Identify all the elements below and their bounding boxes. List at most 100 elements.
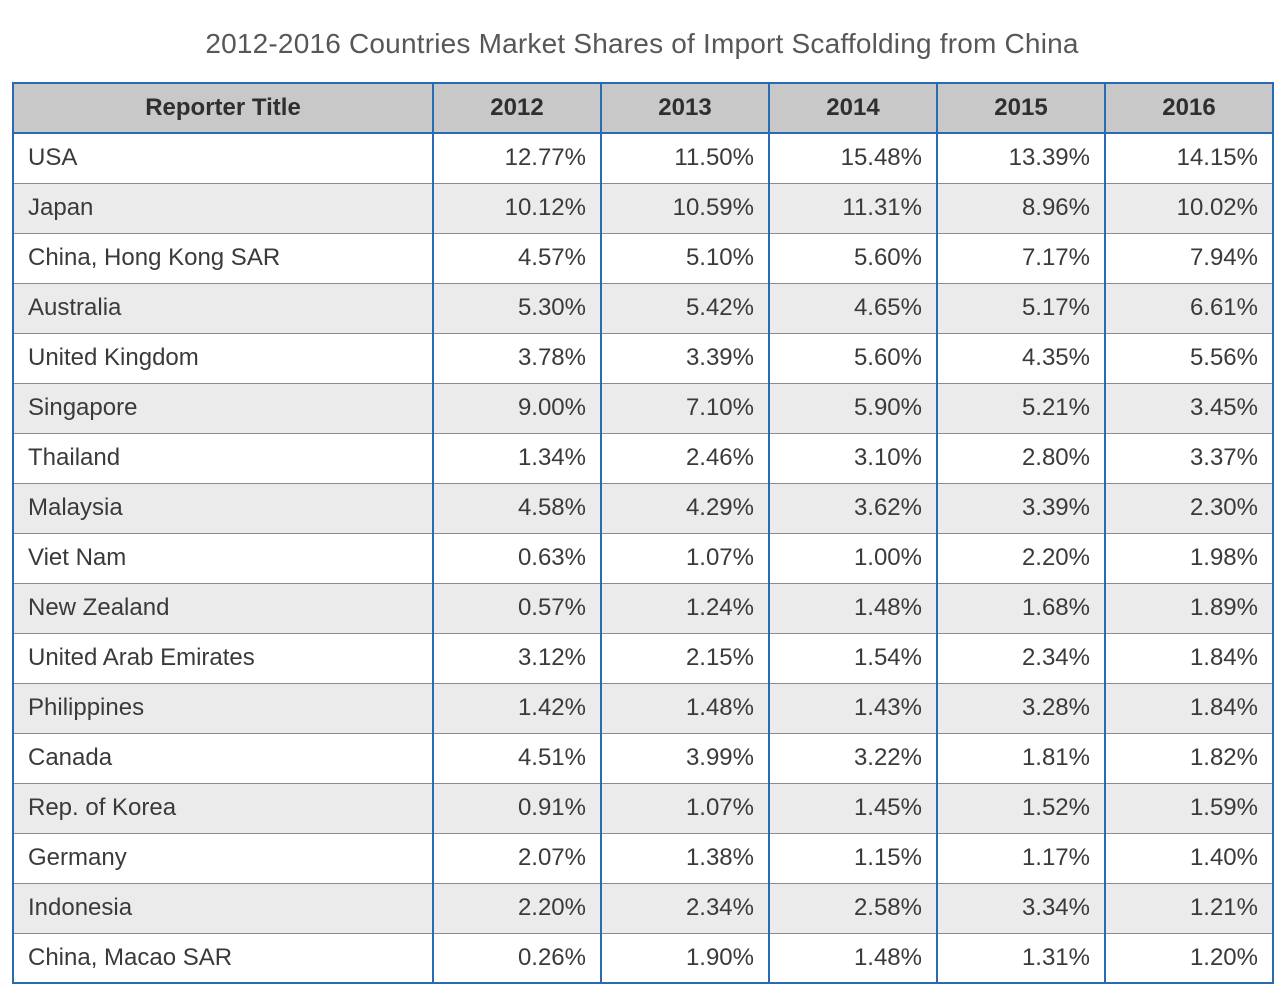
- table-row: Philippines1.42%1.48%1.43%3.28%1.84%: [13, 683, 1273, 733]
- row-value: 2.34%: [601, 883, 769, 933]
- row-value: 3.39%: [937, 483, 1105, 533]
- row-value: 0.91%: [433, 783, 601, 833]
- row-label: Japan: [13, 183, 433, 233]
- table-row: New Zealand0.57%1.24%1.48%1.68%1.89%: [13, 583, 1273, 633]
- row-value: 3.39%: [601, 333, 769, 383]
- row-value: 2.20%: [937, 533, 1105, 583]
- table-row: Rep. of Korea0.91%1.07%1.45%1.52%1.59%: [13, 783, 1273, 833]
- row-value: 1.68%: [937, 583, 1105, 633]
- row-value: 5.30%: [433, 283, 601, 333]
- row-value: 1.84%: [1105, 683, 1273, 733]
- row-value: 4.57%: [433, 233, 601, 283]
- row-value: 10.12%: [433, 183, 601, 233]
- row-value: 10.02%: [1105, 183, 1273, 233]
- row-label: China, Macao SAR: [13, 933, 433, 983]
- row-value: 14.15%: [1105, 133, 1273, 183]
- row-value: 2.80%: [937, 433, 1105, 483]
- row-label: Malaysia: [13, 483, 433, 533]
- row-value: 1.42%: [433, 683, 601, 733]
- row-value: 5.56%: [1105, 333, 1273, 383]
- col-header-2012: 2012: [433, 83, 601, 133]
- row-value: 1.89%: [1105, 583, 1273, 633]
- row-value: 5.60%: [769, 233, 937, 283]
- row-value: 1.48%: [769, 583, 937, 633]
- row-value: 1.81%: [937, 733, 1105, 783]
- row-value: 1.43%: [769, 683, 937, 733]
- col-header-2016: 2016: [1105, 83, 1273, 133]
- table-row: Thailand1.34%2.46%3.10%2.80%3.37%: [13, 433, 1273, 483]
- table-row: Canada4.51%3.99%3.22%1.81%1.82%: [13, 733, 1273, 783]
- row-value: 9.00%: [433, 383, 601, 433]
- row-value: 0.63%: [433, 533, 601, 583]
- row-value: 5.10%: [601, 233, 769, 283]
- table-row: United Kingdom3.78%3.39%5.60%4.35%5.56%: [13, 333, 1273, 383]
- row-value: 3.22%: [769, 733, 937, 783]
- row-value: 1.20%: [1105, 933, 1273, 983]
- row-value: 2.30%: [1105, 483, 1273, 533]
- row-value: 1.15%: [769, 833, 937, 883]
- row-label: USA: [13, 133, 433, 183]
- col-header-2013: 2013: [601, 83, 769, 133]
- row-value: 1.21%: [1105, 883, 1273, 933]
- row-label: Australia: [13, 283, 433, 333]
- row-value: 3.45%: [1105, 383, 1273, 433]
- row-value: 3.78%: [433, 333, 601, 383]
- row-value: 7.10%: [601, 383, 769, 433]
- row-value: 3.99%: [601, 733, 769, 783]
- row-value: 1.34%: [433, 433, 601, 483]
- row-value: 4.65%: [769, 283, 937, 333]
- row-value: 1.84%: [1105, 633, 1273, 683]
- row-value: 1.59%: [1105, 783, 1273, 833]
- col-header-2014: 2014: [769, 83, 937, 133]
- row-value: 2.34%: [937, 633, 1105, 683]
- row-value: 1.07%: [601, 533, 769, 583]
- row-value: 4.29%: [601, 483, 769, 533]
- market-share-table: Reporter Title 2012 2013 2014 2015 2016 …: [12, 82, 1274, 984]
- row-value: 1.24%: [601, 583, 769, 633]
- row-label: Germany: [13, 833, 433, 883]
- table-row: USA12.77%11.50%15.48%13.39%14.15%: [13, 133, 1273, 183]
- row-value: 13.39%: [937, 133, 1105, 183]
- row-value: 12.77%: [433, 133, 601, 183]
- row-value: 1.98%: [1105, 533, 1273, 583]
- row-value: 5.21%: [937, 383, 1105, 433]
- table-row: Singapore9.00%7.10%5.90%5.21%3.45%: [13, 383, 1273, 433]
- row-value: 1.38%: [601, 833, 769, 883]
- row-value: 3.62%: [769, 483, 937, 533]
- row-value: 4.51%: [433, 733, 601, 783]
- row-label: New Zealand: [13, 583, 433, 633]
- row-value: 1.82%: [1105, 733, 1273, 783]
- row-value: 15.48%: [769, 133, 937, 183]
- row-label: United Arab Emirates: [13, 633, 433, 683]
- row-label: China, Hong Kong SAR: [13, 233, 433, 283]
- row-value: 11.31%: [769, 183, 937, 233]
- row-value: 8.96%: [937, 183, 1105, 233]
- row-value: 1.00%: [769, 533, 937, 583]
- row-label: Thailand: [13, 433, 433, 483]
- row-label: United Kingdom: [13, 333, 433, 383]
- row-value: 7.17%: [937, 233, 1105, 283]
- row-value: 2.20%: [433, 883, 601, 933]
- row-value: 1.48%: [769, 933, 937, 983]
- row-value: 3.12%: [433, 633, 601, 683]
- row-value: 2.46%: [601, 433, 769, 483]
- row-value: 1.52%: [937, 783, 1105, 833]
- table-row: Viet Nam0.63%1.07%1.00%2.20%1.98%: [13, 533, 1273, 583]
- row-value: 1.40%: [1105, 833, 1273, 883]
- row-value: 1.31%: [937, 933, 1105, 983]
- row-value: 5.90%: [769, 383, 937, 433]
- table-row: China, Hong Kong SAR4.57%5.10%5.60%7.17%…: [13, 233, 1273, 283]
- table-row: Malaysia4.58%4.29%3.62%3.39%2.30%: [13, 483, 1273, 533]
- col-header-2015: 2015: [937, 83, 1105, 133]
- row-value: 2.07%: [433, 833, 601, 883]
- row-value: 3.34%: [937, 883, 1105, 933]
- row-value: 6.61%: [1105, 283, 1273, 333]
- row-value: 1.90%: [601, 933, 769, 983]
- row-label: Singapore: [13, 383, 433, 433]
- row-value: 0.26%: [433, 933, 601, 983]
- table-row: Indonesia2.20%2.34%2.58%3.34%1.21%: [13, 883, 1273, 933]
- row-label: Philippines: [13, 683, 433, 733]
- row-label: Indonesia: [13, 883, 433, 933]
- table-row: Germany2.07%1.38%1.15%1.17%1.40%: [13, 833, 1273, 883]
- row-value: 5.17%: [937, 283, 1105, 333]
